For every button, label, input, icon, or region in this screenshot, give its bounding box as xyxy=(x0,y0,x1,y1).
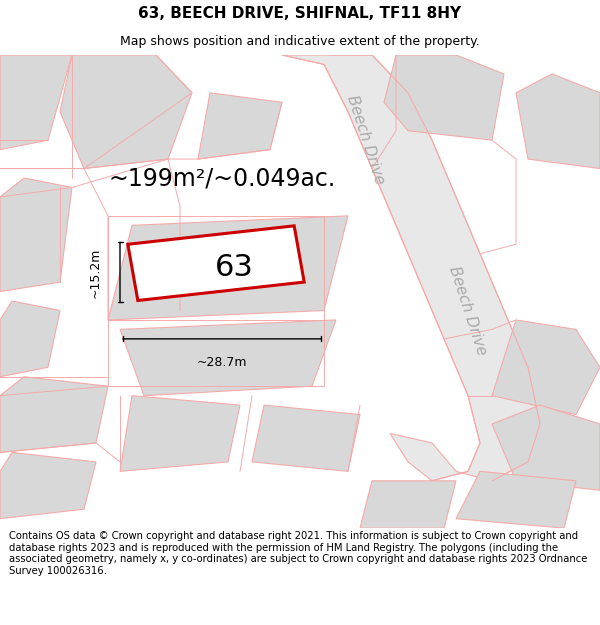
Text: Beech Drive: Beech Drive xyxy=(344,94,388,187)
Polygon shape xyxy=(0,301,60,377)
Text: 63: 63 xyxy=(215,253,253,282)
Polygon shape xyxy=(0,55,72,149)
Polygon shape xyxy=(198,93,282,159)
Polygon shape xyxy=(0,178,72,291)
Text: 63, BEECH DRIVE, SHIFNAL, TF11 8HY: 63, BEECH DRIVE, SHIFNAL, TF11 8HY xyxy=(139,6,461,21)
Polygon shape xyxy=(60,55,192,169)
Polygon shape xyxy=(128,226,304,301)
Text: ~28.7m: ~28.7m xyxy=(197,356,247,369)
Polygon shape xyxy=(456,471,576,528)
Text: Map shows position and indicative extent of the property.: Map shows position and indicative extent… xyxy=(120,35,480,48)
Polygon shape xyxy=(492,320,600,414)
Polygon shape xyxy=(360,481,456,528)
Polygon shape xyxy=(492,405,600,490)
Polygon shape xyxy=(108,216,348,320)
Polygon shape xyxy=(384,55,504,140)
Polygon shape xyxy=(282,55,540,481)
Text: Contains OS data © Crown copyright and database right 2021. This information is : Contains OS data © Crown copyright and d… xyxy=(9,531,587,576)
Text: ~199m²/~0.049ac.: ~199m²/~0.049ac. xyxy=(109,166,335,190)
Polygon shape xyxy=(516,74,600,169)
Text: Beech Drive: Beech Drive xyxy=(446,264,490,357)
Polygon shape xyxy=(252,405,360,471)
Text: ~15.2m: ~15.2m xyxy=(89,248,102,298)
Polygon shape xyxy=(120,396,240,471)
Polygon shape xyxy=(0,377,108,452)
Polygon shape xyxy=(120,320,336,396)
Polygon shape xyxy=(0,452,96,519)
